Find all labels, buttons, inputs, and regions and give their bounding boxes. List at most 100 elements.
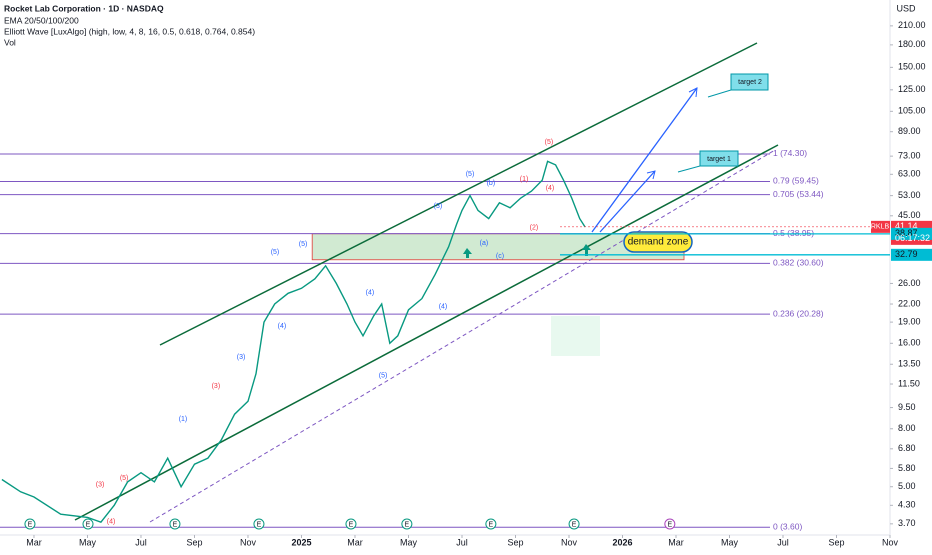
demand-zone-callout (623, 231, 693, 253)
earnings-letter: E (28, 521, 33, 528)
earnings-letter: E (668, 521, 673, 528)
y-tick-label: 125.00 (898, 84, 926, 94)
y-tick-label: 8.00 (898, 423, 916, 433)
wave-label: (c) (496, 253, 504, 260)
earnings-letter: E (572, 521, 577, 528)
highlight-box (551, 316, 600, 356)
trend-dashed (149, 149, 776, 523)
earnings-icon (568, 518, 580, 530)
y-tick-label: 89.00 (898, 126, 921, 136)
target-label: target 1 (707, 156, 731, 163)
y-tick-label: 63.00 (898, 169, 921, 179)
fib-label: 0.236 (20.28) (773, 308, 824, 318)
earnings-icon (664, 518, 676, 530)
indicator: Elliott Wave [LuxAlgo] (high, low, 4, 8,… (4, 26, 255, 36)
fib-label: 0.5 (38.95) (773, 228, 814, 238)
wave-label: (5) (120, 475, 129, 482)
wave-label: (4) (107, 519, 116, 526)
x-tick-label: May (400, 537, 418, 547)
fib-label: 1 (74.30) (773, 148, 807, 158)
earnings-letter: E (489, 521, 494, 528)
x-tick-label: 2026 (612, 537, 632, 547)
price-tag (891, 227, 932, 240)
price-tag-label: 41.14 (895, 221, 918, 231)
callout-target1 (677, 150, 739, 173)
wave-label: (3) (212, 383, 221, 390)
wave-label: (1) (179, 416, 188, 423)
arrowhead (646, 170, 656, 180)
wave-label: (2) (530, 225, 539, 232)
y-tick-label: 26.00 (898, 278, 921, 288)
y-tick-label: 105.00 (898, 106, 926, 116)
x-tick-label: Jul (456, 537, 468, 547)
wave-label: (5) (299, 241, 308, 248)
symbol-tag (871, 220, 890, 233)
earnings-icon (253, 518, 265, 530)
x-tick-label: 2025 (291, 537, 311, 547)
countdown: 06:17:32 (895, 233, 930, 243)
x-tick-label: Nov (240, 537, 257, 547)
target-label: target 2 (738, 79, 762, 86)
y-tick-label: 5.00 (898, 481, 916, 491)
wave-label: (3) (434, 203, 443, 210)
y-tick-label: 22.00 (898, 298, 921, 308)
earnings-letter: E (349, 521, 354, 528)
up-arrow (463, 248, 472, 258)
channel-upper (159, 42, 758, 346)
y-tick-label: 19.00 (898, 316, 921, 326)
header-title: Rocket Lab Corporation · 1D · NASDAQ (4, 3, 164, 13)
x-tick-label: Nov (561, 537, 578, 547)
earnings-icon (169, 518, 181, 530)
wave-label: (5) (466, 171, 475, 178)
x-tick-label: Mar (668, 537, 684, 547)
fib-label: 0.79 (59.45) (773, 176, 819, 186)
channel-lower (74, 144, 779, 521)
wave-label: (5) (545, 139, 554, 146)
y-tick-label: 6.80 (898, 443, 916, 453)
y-tick-label: 11.50 (898, 378, 920, 388)
y-tick-label: 53.00 (898, 190, 921, 200)
wave-label: (5) (379, 373, 388, 380)
symbol-tag-label: RKLB (871, 224, 890, 231)
x-tick-label: Sep (828, 537, 844, 547)
x-tick-label: Jul (777, 537, 789, 547)
x-tick-label: Jul (135, 537, 147, 547)
y-tick-label: 73.00 (898, 151, 921, 161)
currency: USD (896, 3, 916, 13)
y-tick-label: 180.00 (898, 39, 926, 49)
wave-label: (b) (487, 180, 496, 187)
y-tick-label: 3.70 (898, 518, 916, 528)
x-tick-label: Sep (186, 537, 202, 547)
indicator: EMA 20/50/100/200 (4, 15, 79, 25)
wave-label: (1) (520, 176, 529, 183)
wave-label: (4) (439, 304, 448, 311)
wave-label: (5) (271, 249, 280, 256)
up-arrow (582, 244, 591, 256)
wave-label: (4) (366, 290, 375, 297)
earnings-icon (82, 518, 94, 530)
earnings-icon (401, 518, 413, 530)
x-tick-label: Mar (347, 537, 363, 547)
earnings-letter: E (405, 521, 410, 528)
earnings-icon (24, 518, 36, 530)
wave-label: (4) (278, 323, 287, 330)
arrow-target1 (599, 170, 656, 233)
fib-label: 0 (3.60) (773, 521, 802, 531)
y-tick-label: 13.50 (898, 359, 921, 369)
x-tick-label: Mar (26, 537, 42, 547)
y-tick-label: 45.00 (898, 210, 921, 220)
earnings-icon (485, 518, 497, 530)
indicator: Vol (4, 37, 16, 47)
y-tick-label: 210.00 (898, 20, 926, 30)
earnings-letter: E (86, 521, 91, 528)
x-tick-label: Nov (882, 537, 899, 547)
earnings-icon (345, 518, 357, 530)
earnings-letter: E (257, 521, 262, 528)
y-tick-label: 9.50 (898, 402, 916, 412)
callout-target2 (707, 73, 769, 98)
price-tag-label: 38.87 (895, 228, 918, 238)
y-tick-label: 5.80 (898, 463, 916, 473)
price-line (1, 160, 586, 524)
x-tick-label: May (79, 537, 97, 547)
